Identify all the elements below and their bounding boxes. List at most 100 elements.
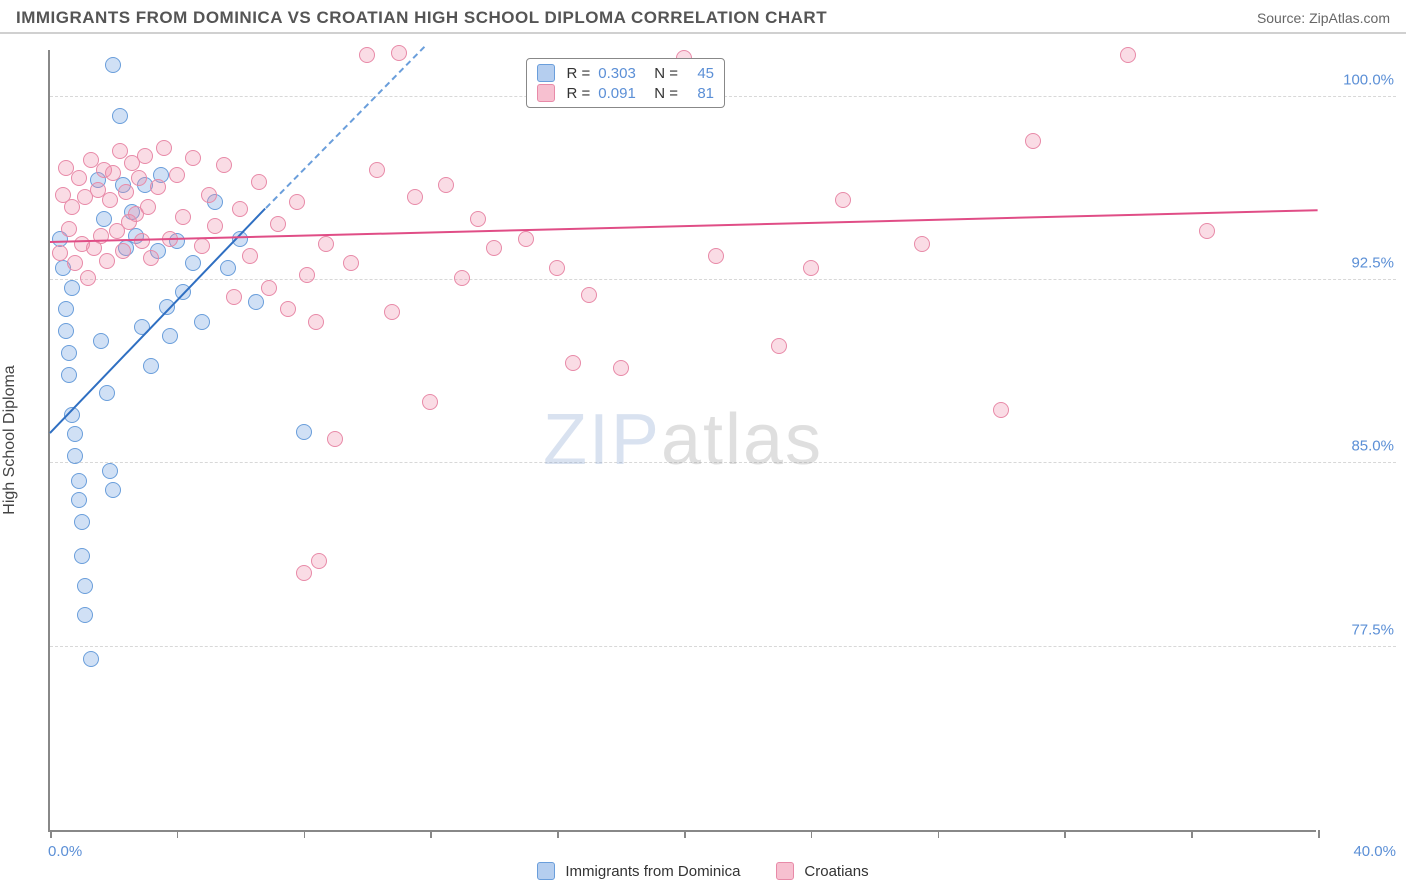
y-tick-label: 77.5% (1351, 621, 1394, 638)
data-point (105, 482, 121, 498)
data-point (359, 47, 375, 63)
data-point (143, 358, 159, 374)
stat-r-label: R = (567, 85, 591, 102)
data-point (137, 148, 153, 164)
data-point (67, 255, 83, 271)
data-point (71, 170, 87, 186)
stat-n-value: 81 (686, 85, 714, 102)
source-name: ZipAtlas.com (1309, 10, 1390, 26)
data-point (220, 260, 236, 276)
data-point (67, 448, 83, 464)
data-point (771, 338, 787, 354)
data-point (140, 199, 156, 215)
data-point (52, 245, 68, 261)
data-point (102, 192, 118, 208)
legend-stats-box: R =0.303N =45R =0.091N =81 (526, 58, 726, 108)
data-point (169, 167, 185, 183)
data-point (422, 394, 438, 410)
data-point (102, 463, 118, 479)
data-point (803, 260, 819, 276)
bottom-legend: Immigrants from DominicaCroatians (0, 862, 1406, 880)
data-point (289, 194, 305, 210)
data-point (369, 162, 385, 178)
data-point (194, 238, 210, 254)
legend-item: Immigrants from Dominica (537, 862, 740, 880)
stat-n-label: N = (654, 65, 678, 82)
data-point (207, 218, 223, 234)
gridline (50, 279, 1396, 280)
x-tick (811, 830, 813, 838)
data-point (93, 333, 109, 349)
watermark: ZIPatlas (543, 399, 823, 481)
y-tick-label: 100.0% (1343, 71, 1394, 88)
data-point (185, 255, 201, 271)
data-point (296, 424, 312, 440)
legend-swatch (537, 84, 555, 102)
data-point (185, 150, 201, 166)
stat-r-value: 0.091 (598, 85, 646, 102)
legend-swatch (776, 862, 794, 880)
data-point (454, 270, 470, 286)
data-point (311, 553, 327, 569)
x-axis-max-label: 40.0% (1353, 843, 1396, 860)
data-point (115, 243, 131, 259)
data-point (1199, 223, 1215, 239)
scatter-chart: High School Diploma ZIPatlas 0.0% 40.0% … (48, 50, 1316, 832)
data-point (613, 360, 629, 376)
data-point (327, 431, 343, 447)
x-tick (1064, 830, 1066, 838)
x-tick (938, 830, 940, 838)
data-point (67, 426, 83, 442)
data-point (74, 514, 90, 530)
x-tick (1318, 830, 1320, 838)
stat-n-label: N = (654, 85, 678, 102)
data-point (112, 143, 128, 159)
data-point (835, 192, 851, 208)
trend-line (265, 46, 425, 209)
data-point (118, 184, 134, 200)
x-tick (177, 830, 179, 838)
data-point (248, 294, 264, 310)
legend-stats-row: R =0.303N =45 (537, 63, 715, 83)
data-point (438, 177, 454, 193)
data-point (175, 209, 191, 225)
data-point (296, 565, 312, 581)
x-tick (430, 830, 432, 838)
x-tick (557, 830, 559, 838)
data-point (486, 240, 502, 256)
y-tick-label: 85.0% (1351, 438, 1394, 455)
data-point (105, 57, 121, 73)
source-prefix: Source: (1257, 10, 1309, 26)
gridline (50, 646, 1396, 647)
data-point (112, 108, 128, 124)
data-point (343, 255, 359, 271)
data-point (134, 233, 150, 249)
legend-label: Immigrants from Dominica (565, 863, 740, 880)
data-point (71, 492, 87, 508)
legend-swatch (537, 64, 555, 82)
x-tick (50, 830, 52, 838)
data-point (242, 248, 258, 264)
chart-title: IMMIGRANTS FROM DOMINICA VS CROATIAN HIG… (16, 8, 827, 28)
watermark-zip: ZIP (543, 400, 661, 480)
legend-swatch (537, 862, 555, 880)
data-point (58, 301, 74, 317)
data-point (993, 402, 1009, 418)
data-point (105, 165, 121, 181)
data-point (581, 287, 597, 303)
stat-r-value: 0.303 (598, 65, 646, 82)
data-point (261, 280, 277, 296)
data-point (1025, 133, 1041, 149)
data-point (308, 314, 324, 330)
data-point (83, 651, 99, 667)
data-point (99, 385, 115, 401)
data-point (407, 189, 423, 205)
chart-header: IMMIGRANTS FROM DOMINICA VS CROATIAN HIG… (0, 0, 1406, 34)
data-point (391, 45, 407, 61)
data-point (549, 260, 565, 276)
x-tick (1191, 830, 1193, 838)
data-point (914, 236, 930, 252)
data-point (518, 231, 534, 247)
data-point (74, 548, 90, 564)
data-point (80, 270, 96, 286)
